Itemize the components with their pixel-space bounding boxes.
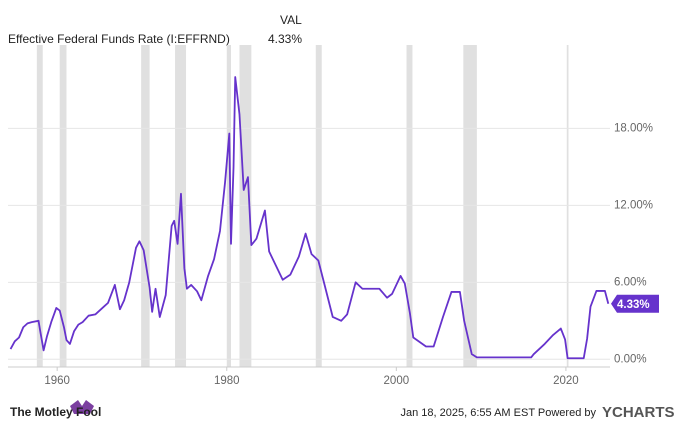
timestamp: Jan 18, 2025, 6:55 AM EST Powered by (401, 407, 597, 419)
current-value: 4.33% (268, 32, 302, 46)
recession-band (59, 45, 67, 367)
recession-band (463, 45, 477, 367)
recession-band (239, 45, 252, 367)
y-tick-label: 6.00% (614, 276, 647, 288)
series-line (9, 76, 610, 360)
recession-band (141, 45, 150, 367)
x-tick-label: 2000 (384, 375, 410, 387)
plot-area (8, 45, 610, 367)
recession-band (36, 45, 43, 367)
y-tick-label: 18.00% (614, 122, 653, 134)
x-tick-label: 1960 (44, 375, 70, 387)
current-value-label: 4.33% (617, 299, 650, 311)
recession-band (566, 45, 569, 367)
provider: YCHARTS (602, 404, 675, 421)
jester-icon (70, 400, 94, 414)
header-label: VAL (280, 13, 302, 27)
current-value-box (611, 294, 659, 313)
series-name: Effective Federal Funds Rate (I:EFFRND) (8, 32, 230, 46)
recession-band (226, 45, 231, 367)
y-tick-label: 0.00% (614, 353, 647, 365)
brand: The Motley Fool (10, 405, 101, 419)
x-tick-label: 2020 (553, 375, 579, 387)
motley-fool-logo: The Motley Fool (10, 400, 101, 419)
recession-band (315, 45, 322, 367)
y-tick-label: 12.00% (614, 199, 653, 211)
x-tick-label: 1980 (214, 375, 240, 387)
recession-band (406, 45, 413, 367)
